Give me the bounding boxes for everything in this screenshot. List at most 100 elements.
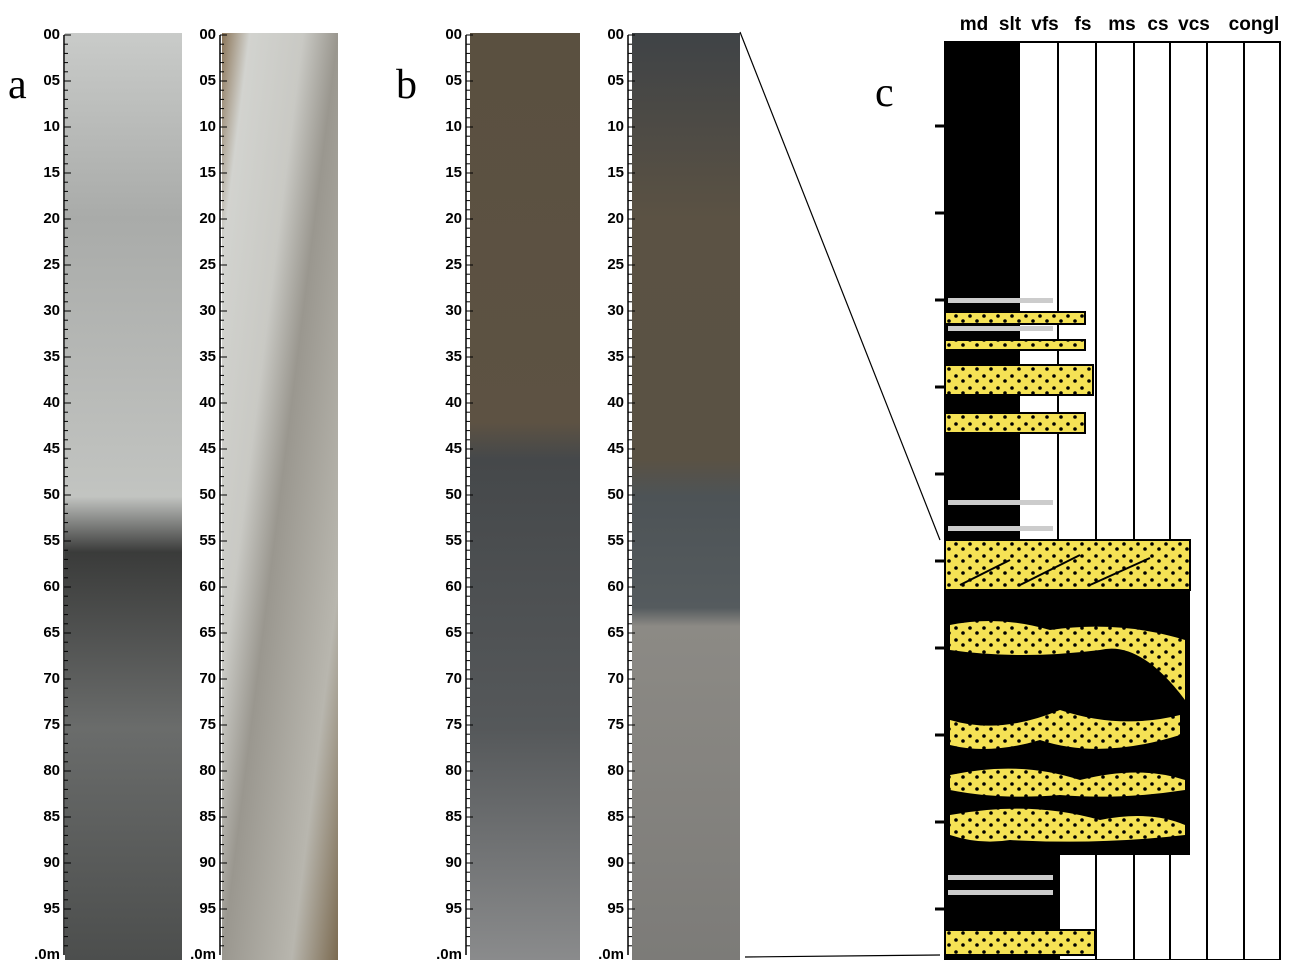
depth-label: 25 <box>199 256 216 273</box>
depth-label: 90 <box>445 854 462 871</box>
depth-label: 15 <box>607 164 624 181</box>
grain-size-header: congl <box>1229 14 1280 35</box>
depth-label: 20 <box>199 210 216 227</box>
depth-label: 40 <box>445 394 462 411</box>
grain-size-header: ms <box>1108 14 1135 35</box>
depth-label: 75 <box>607 716 624 733</box>
depth-label: 50 <box>43 486 60 503</box>
grain-size-header: cs <box>1147 14 1168 35</box>
panel-label: c <box>875 70 894 116</box>
depth-label: 70 <box>43 670 60 687</box>
depth-label: 30 <box>199 302 216 319</box>
depth-label: 95 <box>445 900 462 917</box>
core-photo <box>222 33 338 960</box>
depth-label: 85 <box>43 808 60 825</box>
depth-label: 60 <box>607 578 624 595</box>
depth-label: 40 <box>43 394 60 411</box>
core-photo <box>470 33 580 960</box>
depth-label: 75 <box>199 716 216 733</box>
depth-label: 70 <box>445 670 462 687</box>
depth-label: 10 <box>43 118 60 135</box>
depth-label: 45 <box>445 440 462 457</box>
depth-label: 00 <box>445 26 462 43</box>
depth-label: 90 <box>199 854 216 871</box>
depth-label: 25 <box>445 256 462 273</box>
depth-label: 45 <box>43 440 60 457</box>
depth-label: 80 <box>607 762 624 779</box>
depth-label: .0m <box>436 946 462 960</box>
depth-label: .0m <box>34 946 60 960</box>
depth-label: 85 <box>607 808 624 825</box>
depth-label: 80 <box>445 762 462 779</box>
depth-label: 75 <box>445 716 462 733</box>
depth-label: 10 <box>199 118 216 135</box>
depth-label: 80 <box>43 762 60 779</box>
depth-label: 50 <box>199 486 216 503</box>
depth-label: 85 <box>199 808 216 825</box>
connector <box>739 31 941 541</box>
grain-size-header: fs <box>1075 14 1092 35</box>
depth-label: 50 <box>445 486 462 503</box>
depth-label: 70 <box>199 670 216 687</box>
depth-label: 10 <box>607 118 624 135</box>
depth-label: 20 <box>43 210 60 227</box>
depth-label: 25 <box>43 256 60 273</box>
depth-label: 10 <box>445 118 462 135</box>
depth-label: 95 <box>199 900 216 917</box>
depth-label: 65 <box>199 624 216 641</box>
depth-label: 00 <box>607 26 624 43</box>
grain-size-header: slt <box>999 14 1022 35</box>
depth-label: 45 <box>199 440 216 457</box>
depth-label: 30 <box>607 302 624 319</box>
grain-size-header: vcs <box>1178 14 1210 35</box>
core-photo <box>632 33 740 960</box>
depth-label: 40 <box>199 394 216 411</box>
depth-label: 80 <box>199 762 216 779</box>
depth-label: 95 <box>43 900 60 917</box>
depth-label: 90 <box>43 854 60 871</box>
depth-label: 45 <box>607 440 624 457</box>
depth-label: 55 <box>445 532 462 549</box>
grain-size-header: md <box>960 14 989 35</box>
depth-label: 60 <box>199 578 216 595</box>
depth-label: 30 <box>43 302 60 319</box>
depth-label: 90 <box>607 854 624 871</box>
depth-label: 05 <box>607 72 624 89</box>
depth-label: .0m <box>598 946 624 960</box>
depth-label: 35 <box>607 348 624 365</box>
depth-label: 40 <box>607 394 624 411</box>
depth-label: 20 <box>607 210 624 227</box>
depth-label: 55 <box>199 532 216 549</box>
depth-label: 35 <box>43 348 60 365</box>
connector <box>744 954 941 958</box>
depth-label: 05 <box>43 72 60 89</box>
depth-label: 70 <box>607 670 624 687</box>
depth-label: 85 <box>445 808 462 825</box>
depth-label: 05 <box>445 72 462 89</box>
depth-label: 60 <box>43 578 60 595</box>
depth-label: 00 <box>43 26 60 43</box>
depth-label: 65 <box>43 624 60 641</box>
depth-label: 55 <box>607 532 624 549</box>
depth-label: 15 <box>199 164 216 181</box>
depth-label: 25 <box>607 256 624 273</box>
depth-label: 15 <box>445 164 462 181</box>
depth-label: 35 <box>199 348 216 365</box>
panel-label: a <box>8 62 27 108</box>
panel-label: b <box>396 62 417 108</box>
depth-label: .0m <box>190 946 216 960</box>
depth-label: 00 <box>199 26 216 43</box>
depth-label: 20 <box>445 210 462 227</box>
depth-label: 95 <box>607 900 624 917</box>
depth-label: 65 <box>445 624 462 641</box>
lithology-log <box>935 41 1281 960</box>
depth-label: 30 <box>445 302 462 319</box>
core-photo <box>65 33 182 960</box>
depth-label: 65 <box>607 624 624 641</box>
depth-label: 15 <box>43 164 60 181</box>
depth-label: 35 <box>445 348 462 365</box>
depth-label: 05 <box>199 72 216 89</box>
depth-label: 55 <box>43 532 60 549</box>
depth-label: 50 <box>607 486 624 503</box>
